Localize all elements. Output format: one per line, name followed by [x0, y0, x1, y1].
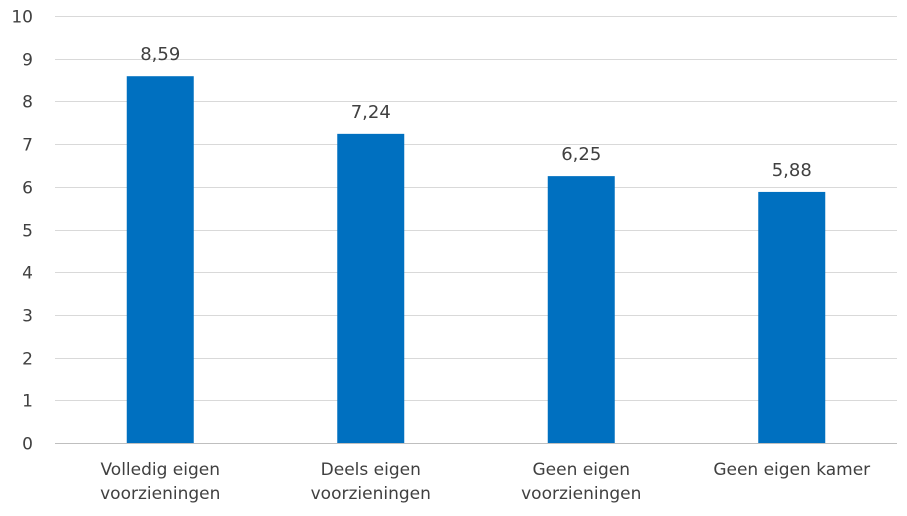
x-tick-label: Geen eigen kamer — [713, 460, 870, 480]
y-tick-label: 7 — [22, 136, 33, 156]
y-tick-label: 0 — [22, 435, 33, 455]
x-tick-label: Deels eigen — [321, 460, 421, 480]
x-tick-label: voorzieningen — [311, 484, 431, 504]
data-label: 5,88 — [772, 160, 812, 181]
x-tick-label: Volledig eigen — [100, 460, 220, 480]
y-tick-label: 4 — [22, 264, 33, 284]
labels: 0 1 2 3 4 5 6 7 8 9 10 8,59 Volledig eigen voorzienin… — [11, 8, 870, 505]
y-tick-label: 10 — [11, 8, 33, 28]
data-label: 6,25 — [561, 144, 601, 165]
bar — [758, 191, 826, 443]
data-label: 7,24 — [351, 102, 391, 123]
data-label: 8,59 — [140, 44, 180, 65]
y-tick-label: 6 — [22, 179, 33, 199]
y-tick-label: 3 — [22, 307, 33, 327]
y-tick-label: 9 — [22, 51, 33, 71]
y-tick-label: 2 — [22, 350, 33, 370]
x-tick-label: voorzieningen — [100, 484, 220, 504]
bars — [126, 76, 826, 444]
bar — [126, 76, 194, 443]
bar — [337, 133, 405, 444]
gridlines — [55, 16, 897, 401]
y-tick-label: 1 — [22, 392, 33, 412]
x-tick-label: voorzieningen — [521, 484, 641, 504]
x-tick-label: Geen eigen — [533, 460, 630, 480]
y-tick-label: 8 — [22, 93, 33, 113]
bar — [547, 176, 615, 443]
y-tick-label: 5 — [22, 222, 33, 242]
